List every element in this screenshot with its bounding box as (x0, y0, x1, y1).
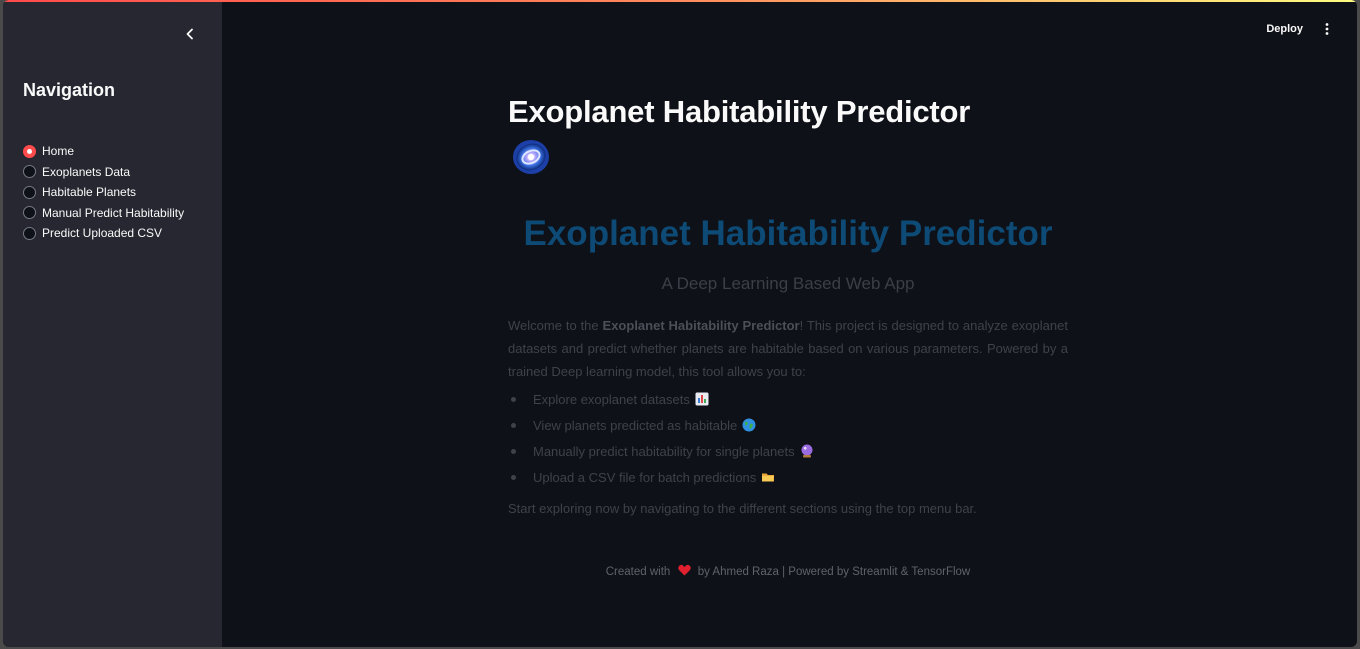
radio-button[interactable] (23, 144, 36, 158)
intro-paragraph: Welcome to the Exoplanet Habitability Pr… (508, 314, 1068, 383)
bullet (511, 396, 516, 402)
folder-icon (762, 473, 775, 482)
footer-prefix: Created with (605, 566, 671, 578)
list-item: View planets predicted as habitable (508, 412, 814, 438)
radio-button[interactable] (23, 226, 36, 240)
intro-bold: Exoplanet Habitability Predictor (602, 318, 800, 333)
heart-icon (677, 564, 691, 576)
hero-subtitle: A Deep Learning Based Web App (661, 274, 915, 293)
sidebar: Navigation Home Exoplanets Data Habitabl… (3, 2, 222, 647)
radio-button[interactable] (23, 185, 36, 199)
feature-text: Explore exoplanet datasets (533, 391, 690, 407)
nav-item-predict-csv[interactable]: Predict Uploaded CSV (23, 223, 184, 244)
nav-item-label: Exoplanets Data (42, 164, 131, 179)
intro-suffix: ! This project is designed to analyze ex… (508, 318, 1068, 379)
chevron-left-icon (186, 28, 193, 40)
nav-item-home[interactable]: Home (23, 141, 184, 162)
deploy-button[interactable]: Deploy (1266, 23, 1303, 35)
intro-prefix: Welcome to the (508, 318, 603, 333)
feature-text: Manually predict habitability for single… (533, 443, 795, 459)
decoration-bar (3, 0, 1357, 2)
feature-list: Explore exoplanet datasets View planets … (508, 386, 814, 490)
list-item: Upload a CSV file for batch predictions (508, 464, 814, 490)
outro-text: Start exploring now by navigating to the… (508, 501, 977, 516)
hero-title: Exoplanet Habitability Predictor (523, 214, 1053, 253)
radio-button[interactable] (23, 206, 36, 220)
galaxy-icon (513, 140, 549, 174)
bullet (511, 448, 516, 454)
nav-item-label: Habitable Planets (42, 185, 137, 200)
bar-chart-icon (695, 392, 709, 406)
list-item: Manually predict habitability for single… (508, 438, 814, 464)
radio-button[interactable] (23, 165, 36, 179)
page-title: Exoplanet Habitability Predictor (508, 94, 971, 129)
globe-icon (742, 418, 756, 432)
bullet (511, 474, 516, 480)
nav-item-exoplanets-data[interactable]: Exoplanets Data (23, 162, 184, 183)
nav-item-label: Home (42, 144, 75, 159)
collapse-sidebar-button[interactable] (179, 23, 201, 45)
feature-text: Upload a CSV file for batch predictions (533, 469, 757, 485)
main-content: Exoplanet Habitability Predictor Exoplan… (222, 2, 1357, 647)
footer: Created with by Ahmed Raza | Powered by … (508, 564, 1068, 578)
nav-item-label: Predict Uploaded CSV (42, 226, 163, 241)
app-window: Navigation Home Exoplanets Data Habitabl… (3, 0, 1357, 647)
feature-text: View planets predicted as habitable (533, 417, 738, 433)
nav-item-habitable-planets[interactable]: Habitable Planets (23, 182, 184, 203)
navigation-radio-group: Home Exoplanets Data Habitable Planets M… (23, 141, 184, 244)
sidebar-title: Navigation (23, 80, 116, 100)
main-menu-button[interactable] (1319, 19, 1335, 39)
crystal-ball-icon (801, 444, 813, 458)
list-item: Explore exoplanet datasets (508, 386, 814, 412)
nav-item-label: Manual Predict Habitability (42, 205, 185, 220)
kebab-menu-icon (1325, 23, 1329, 35)
nav-item-manual-predict[interactable]: Manual Predict Habitability (23, 203, 184, 224)
footer-suffix: by Ahmed Raza | Powered by Streamlit & T… (697, 566, 971, 578)
bullet (511, 422, 516, 428)
